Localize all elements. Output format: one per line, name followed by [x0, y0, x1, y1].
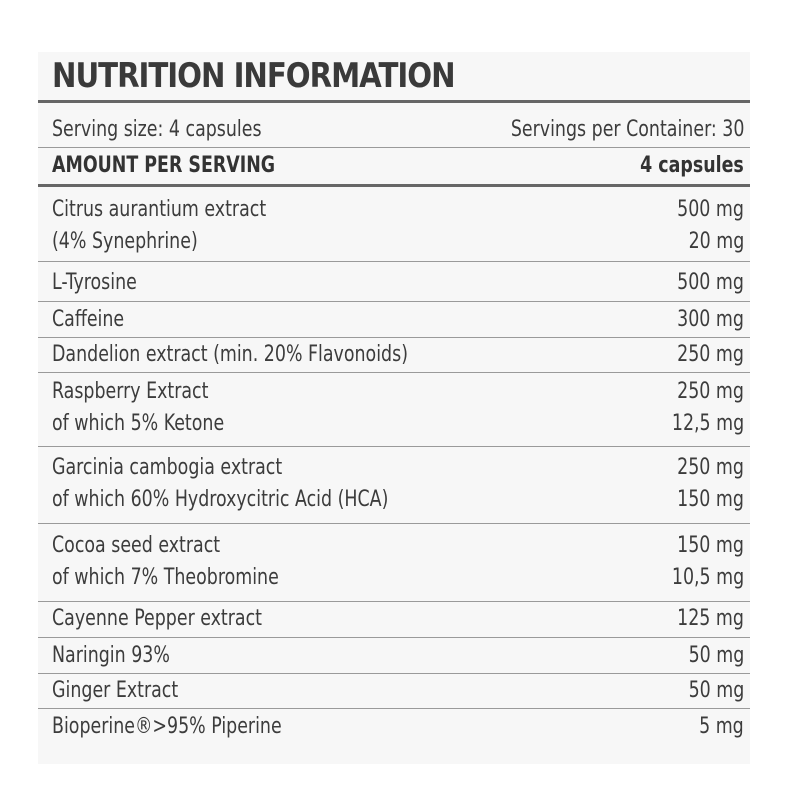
- ingredient-amount: 5 mg: [699, 714, 744, 739]
- ingredient-amount: 250 mg: [677, 455, 744, 480]
- ingredient-sub-amount: 12,5 mg: [671, 411, 744, 436]
- ingredient-sub-name: of which 7% Theobromine: [52, 565, 279, 590]
- row-divider: [38, 261, 750, 262]
- serving-divider: [38, 147, 750, 148]
- ingredient-amount: 150 mg: [677, 533, 744, 558]
- ingredient-name: Dandelion extract (min. 20% Flavonoids): [52, 342, 408, 367]
- table-row: Citrus aurantium extract 500 mg (4% Syne…: [52, 194, 744, 258]
- ingredient-name: L-Tyrosine: [52, 270, 137, 295]
- ingredient-name: Caffeine: [52, 307, 125, 332]
- header-divider: [38, 184, 750, 187]
- amount-per-serving-value: 4 capsules: [640, 153, 744, 178]
- serving-size: Serving size: 4 capsules: [52, 117, 262, 142]
- row-divider: [38, 372, 750, 373]
- row-divider: [38, 637, 750, 638]
- table-row: Cocoa seed extract 150 mg of which 7% Th…: [52, 530, 744, 594]
- row-divider: [38, 523, 750, 524]
- ingredient-sub-name: of which 5% Ketone: [52, 411, 225, 436]
- row-divider: [38, 708, 750, 709]
- ingredient-amount: 125 mg: [677, 606, 744, 631]
- row-divider: [38, 673, 750, 674]
- amount-per-serving-label: AMOUNT PER SERVING: [52, 153, 276, 178]
- row-divider: [38, 446, 750, 447]
- ingredient-name: Ginger Extract: [52, 678, 179, 703]
- row-divider: [38, 601, 750, 602]
- table-row: Raspberry Extract 250 mg of which 5% Ket…: [52, 376, 744, 440]
- panel-title: NUTRITION INFORMATION: [52, 56, 456, 96]
- ingredient-amount: 250 mg: [677, 342, 744, 367]
- servings-per-container: Servings per Container: 30: [510, 117, 744, 142]
- ingredient-name: Naringin 93%: [52, 643, 170, 668]
- ingredient-name: Cayenne Pepper extract: [52, 606, 263, 631]
- ingredient-amount: 50 mg: [688, 678, 744, 703]
- ingredient-amount: 250 mg: [677, 379, 744, 404]
- ingredient-sub-amount: 10,5 mg: [671, 565, 744, 590]
- ingredient-name: Citrus aurantium extract: [52, 197, 267, 222]
- row-divider: [38, 301, 750, 302]
- ingredient-name: Garcinia cambogia extract: [52, 455, 283, 480]
- ingredient-amount: 50 mg: [688, 643, 744, 668]
- ingredient-name: Cocoa seed extract: [52, 533, 221, 558]
- ingredient-name: Bioperine®>95% Piperine: [52, 714, 282, 739]
- title-divider: [38, 100, 750, 103]
- row-divider: [38, 337, 750, 338]
- ingredient-sub-amount: 150 mg: [677, 487, 744, 512]
- ingredient-sub-name: of which 60% Hydroxycitric Acid (HCA): [52, 487, 389, 512]
- ingredient-sub-amount: 20 mg: [688, 229, 744, 254]
- ingredient-amount: 300 mg: [677, 307, 744, 332]
- nutrition-panel: NUTRITION INFORMATION Serving size: 4 ca…: [38, 52, 750, 764]
- ingredient-sub-name: (4% Synephrine): [52, 229, 198, 254]
- ingredient-amount: 500 mg: [677, 197, 744, 222]
- table-row: Garcinia cambogia extract 250 mg of whic…: [52, 452, 744, 516]
- ingredient-amount: 500 mg: [677, 270, 744, 295]
- ingredient-name: Raspberry Extract: [52, 379, 209, 404]
